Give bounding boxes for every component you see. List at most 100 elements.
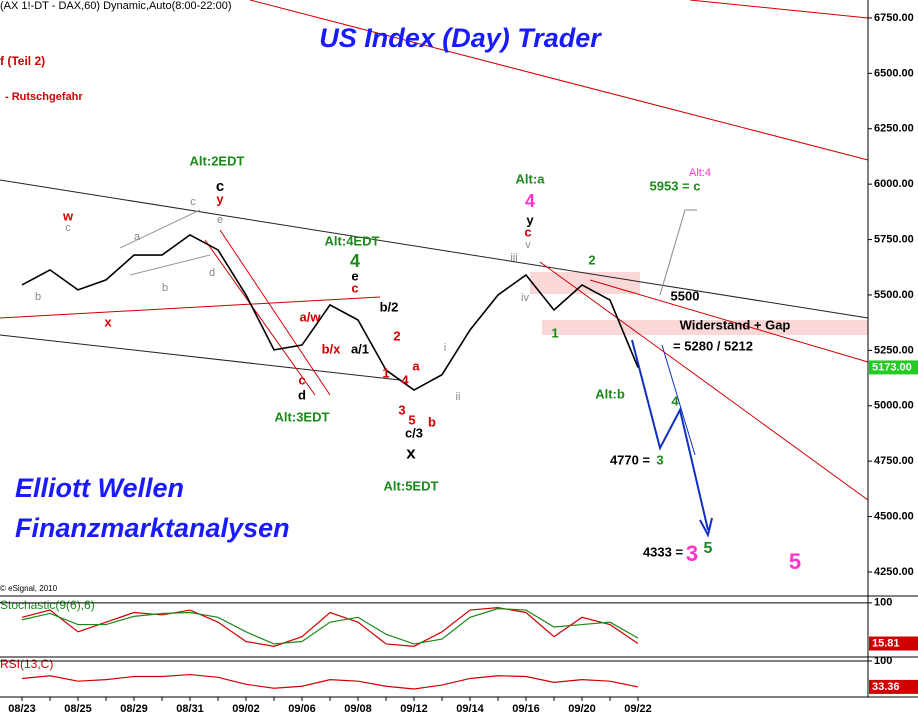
wave-label: d bbox=[298, 387, 306, 402]
trend-line bbox=[589, 279, 869, 363]
x-tick-label: 09/08 bbox=[344, 703, 372, 715]
y-tick-label: 6000.00 bbox=[874, 178, 914, 190]
x-tick-label: 09/22 bbox=[624, 703, 652, 715]
trend-line bbox=[119, 209, 201, 249]
wave-label: b/x bbox=[322, 341, 342, 356]
x-tick-label: 09/16 bbox=[512, 703, 540, 715]
wave-label: e bbox=[217, 214, 223, 226]
price-line bbox=[21, 607, 639, 647]
wave-label: 4333 = bbox=[643, 544, 684, 559]
x-tick-label: 08/29 bbox=[120, 703, 148, 715]
panel-title: RSI(13,C) bbox=[0, 657, 53, 671]
wave-label: Alt:2EDT bbox=[190, 153, 245, 168]
wave-label: a/w bbox=[300, 309, 322, 324]
trend-line bbox=[204, 239, 316, 396]
wave-label: 4 bbox=[525, 191, 535, 211]
wave-label: b bbox=[428, 414, 436, 429]
y-tick-label: 4750.00 bbox=[874, 455, 914, 467]
wave-label: iii bbox=[510, 252, 517, 264]
wave-label: 5953 = c bbox=[650, 178, 701, 193]
wave-label: c bbox=[65, 222, 71, 234]
wave-label: c bbox=[524, 224, 531, 239]
x-tick-label: 09/06 bbox=[288, 703, 316, 715]
trend-line bbox=[0, 334, 401, 381]
wave-label: e bbox=[351, 268, 358, 283]
wave-label: Alt:4EDT bbox=[325, 233, 380, 248]
value-label: 5173.00 bbox=[872, 361, 912, 373]
y-tick-label: 5000.00 bbox=[874, 400, 914, 412]
wave-label: a bbox=[412, 358, 420, 373]
price-line bbox=[21, 233, 639, 391]
wave-label: 2 bbox=[588, 252, 595, 267]
wave-label: b/2 bbox=[380, 299, 399, 314]
wave-label: c bbox=[190, 196, 196, 208]
wave-label: 3 bbox=[656, 452, 663, 467]
wave-label: b bbox=[162, 282, 168, 294]
branding: Finanzmarktanalysen bbox=[15, 513, 290, 543]
price-line bbox=[21, 673, 639, 690]
wave-label: c bbox=[216, 178, 224, 195]
y-tick-label: 5250.00 bbox=[874, 344, 914, 356]
header: (AX 1!-DT - DAX,60) Dynamic,Auto(8:00-22… bbox=[0, 0, 232, 12]
y-tick-label: 6500.00 bbox=[874, 67, 914, 79]
wave-label: 3 bbox=[398, 402, 405, 417]
y-tick-label: 4500.00 bbox=[874, 510, 914, 522]
y-tick-label: 4250.00 bbox=[874, 566, 914, 578]
wave-label: b bbox=[35, 291, 41, 303]
branding: Elliott Wellen bbox=[15, 473, 184, 503]
wave-label: Widerstand + Gap bbox=[680, 317, 791, 332]
y-tick-label: 5750.00 bbox=[874, 233, 914, 245]
wave-label: Alt:4 bbox=[689, 167, 711, 179]
wave-label: x bbox=[104, 314, 112, 329]
x-tick-label: 08/31 bbox=[176, 703, 204, 715]
x-tick-label: 09/20 bbox=[568, 703, 596, 715]
wave-label: ii bbox=[456, 391, 461, 403]
pointer-line bbox=[659, 209, 697, 296]
value-badge bbox=[869, 360, 918, 375]
y-tick-label: 100 bbox=[874, 597, 892, 609]
wave-label: c bbox=[351, 280, 358, 295]
trend-line bbox=[0, 179, 869, 319]
wave-label: 5 bbox=[704, 540, 713, 557]
panel-title: Stochastic(9(6),6) bbox=[0, 598, 95, 612]
x-tick-label: 08/25 bbox=[64, 703, 92, 715]
wave-label: 5 bbox=[408, 412, 415, 427]
chart-title: US Index (Day) Trader bbox=[319, 23, 602, 53]
resistance-zone bbox=[530, 272, 640, 294]
wave-label: Alt:3EDT bbox=[275, 409, 330, 424]
y-tick-label: 5500.00 bbox=[874, 289, 914, 301]
wave-label: c/3 bbox=[405, 425, 423, 440]
wave-label: iv bbox=[521, 292, 529, 304]
wave-label: x bbox=[406, 443, 416, 462]
note: f (Teil 2) bbox=[0, 54, 45, 68]
wave-label: y bbox=[526, 212, 534, 227]
wave-label: 4770 = bbox=[610, 452, 651, 467]
y-tick-label: 6750.00 bbox=[874, 12, 914, 24]
x-tick-label: 09/12 bbox=[400, 703, 428, 715]
trend-line bbox=[249, 0, 869, 161]
x-tick-label: 09/14 bbox=[456, 703, 484, 715]
wave-label: w bbox=[62, 208, 74, 223]
wave-label: 2 bbox=[393, 328, 400, 343]
wave-label: c bbox=[298, 372, 305, 387]
trend-line bbox=[129, 254, 211, 276]
projection-arrow bbox=[631, 339, 709, 531]
trend-line bbox=[689, 0, 869, 19]
wave-label: Alt:a bbox=[516, 171, 546, 186]
value-label: 33.36 bbox=[872, 681, 900, 693]
wave-label: v bbox=[525, 239, 531, 251]
wave-label: 3 bbox=[686, 541, 698, 566]
value-label: 15.81 bbox=[872, 637, 900, 649]
wave-label: 4 bbox=[350, 251, 360, 271]
x-tick-label: 08/23 bbox=[8, 703, 36, 715]
y-tick-label: 6250.00 bbox=[874, 123, 914, 135]
y-tick-label: 100 bbox=[874, 655, 892, 667]
wave-label: d bbox=[209, 267, 215, 279]
trend-line bbox=[0, 296, 381, 319]
wave-label: 1 bbox=[382, 365, 389, 380]
value-badge bbox=[869, 679, 918, 694]
trend-line bbox=[219, 229, 331, 396]
wave-label: 5 bbox=[789, 549, 801, 574]
